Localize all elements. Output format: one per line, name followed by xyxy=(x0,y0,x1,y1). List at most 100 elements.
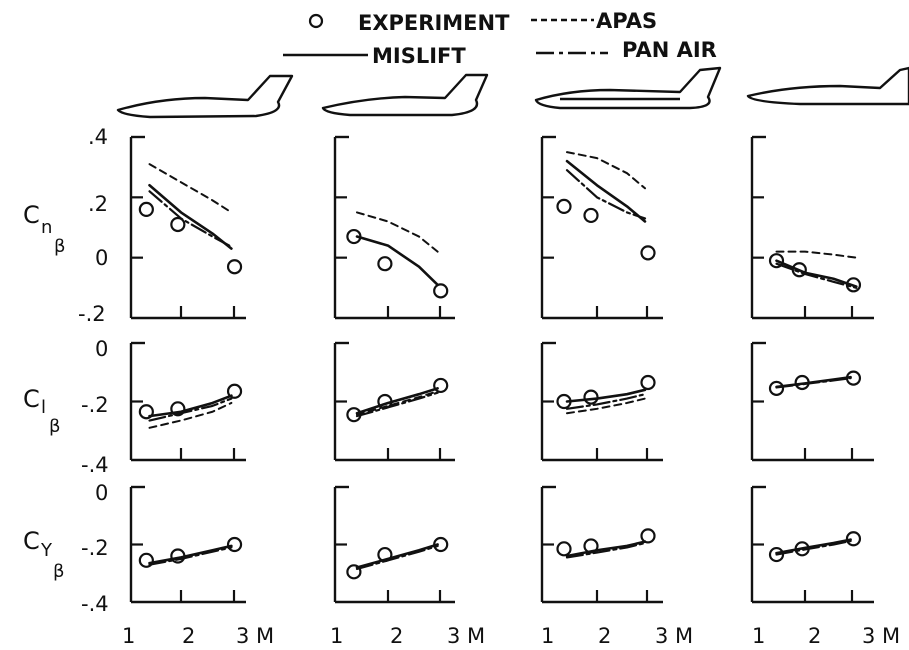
data-point-experiment xyxy=(138,201,154,217)
series-line-apas xyxy=(148,163,233,214)
x-unit-label: M xyxy=(675,624,693,648)
panel-cl-2 xyxy=(333,341,455,462)
x-tick-label: 3 xyxy=(447,624,460,648)
row-labels: C n β C l β C Y β xyxy=(23,201,66,582)
y-tick-label: 0 xyxy=(95,246,108,270)
y-tick-label: 0 xyxy=(95,481,108,505)
legend-experiment-marker xyxy=(308,13,324,29)
data-point-experiment xyxy=(138,552,154,568)
x-unit-label: M xyxy=(882,624,900,648)
data-point-experiment xyxy=(226,383,243,399)
series-line-mislift xyxy=(565,540,647,558)
data-point-experiment xyxy=(768,253,785,269)
series-line-pan-air xyxy=(565,169,647,220)
data-point-experiment xyxy=(556,198,572,214)
x-tick-label: 3 xyxy=(862,624,875,648)
series-line-apas xyxy=(356,390,439,416)
svg-text:β: β xyxy=(53,561,65,582)
row-label-cn-beta: C n β xyxy=(23,201,66,257)
svg-text:C: C xyxy=(23,385,40,413)
data-point-experiment xyxy=(226,259,243,275)
series-line-pan-air xyxy=(565,393,647,410)
data-point-experiment xyxy=(845,531,862,547)
x-tick-label: 3 xyxy=(655,624,668,648)
x-tick-label: 2 xyxy=(182,624,195,648)
data-point-experiment xyxy=(583,207,599,224)
panel-cn-1 xyxy=(129,135,246,320)
x-tick-label: 1 xyxy=(752,624,765,648)
svg-text:C: C xyxy=(23,201,40,229)
series-line-pan-air xyxy=(355,391,439,418)
series-line-mislift xyxy=(355,543,439,569)
legend-mislift-label: MISLIFT xyxy=(372,44,466,68)
legend-experiment-label: EXPERIMENT xyxy=(358,11,510,35)
series-line-pan-air xyxy=(775,262,858,289)
series-line-apas xyxy=(775,250,858,259)
x-tick-label: 2 xyxy=(808,624,821,648)
y-tick-label: -.2 xyxy=(81,536,109,560)
data-point-experiment xyxy=(768,380,785,396)
panel-cl-3 xyxy=(540,341,663,462)
svg-text:β: β xyxy=(54,236,66,257)
series-line-pan-air xyxy=(775,377,852,389)
series-line-mislift xyxy=(148,544,233,565)
series-line-mislift xyxy=(775,538,852,555)
aircraft-icon xyxy=(321,73,489,117)
data-point-experiment xyxy=(768,546,785,563)
y-tick-label: -.2 xyxy=(78,302,106,326)
panel-cn-2 xyxy=(333,135,455,320)
series-line-pan-air xyxy=(565,541,647,559)
data-point-experiment xyxy=(346,564,362,580)
data-point-experiment xyxy=(433,283,449,299)
legend-panair-label: PAN AIR xyxy=(622,38,717,62)
data-point-experiment xyxy=(226,536,243,553)
data-point-experiment xyxy=(640,528,656,544)
panels xyxy=(129,135,874,604)
aircraft-icon xyxy=(534,66,722,110)
legend-apas-label: APAS xyxy=(596,9,657,33)
panel-cy-4 xyxy=(750,485,874,604)
svg-text:n: n xyxy=(41,217,52,238)
series-line-pan-air xyxy=(148,546,233,566)
panel-cy-2 xyxy=(333,485,455,604)
x-tick-label: 1 xyxy=(541,624,554,648)
data-point-experiment xyxy=(640,245,656,261)
y-tick-labels: .4 .2 0 -.2 0 -.2 -.4 0 -.2 -.4 xyxy=(78,125,109,616)
x-tick-label: 2 xyxy=(598,624,611,648)
data-point-experiment xyxy=(377,256,393,272)
configuration-sketches xyxy=(116,66,909,119)
data-point-experiment xyxy=(640,374,656,391)
aircraft-icon xyxy=(116,74,294,119)
series-line-apas xyxy=(566,151,646,190)
svg-text:C: C xyxy=(23,527,40,555)
panel-cl-1 xyxy=(129,341,246,462)
data-point-experiment xyxy=(170,216,186,233)
x-tick-labels: 1 2 3 M 1 2 3 M 1 2 3 M 1 2 3 M xyxy=(122,624,900,648)
series-line-mislift xyxy=(148,394,233,418)
y-tick-label: .4 xyxy=(88,125,108,149)
panel-cy-3 xyxy=(540,485,663,604)
x-tick-label: 1 xyxy=(122,624,135,648)
svg-text:l: l xyxy=(41,397,46,418)
row-label-cy-beta: C Y β xyxy=(23,527,65,582)
series-line-mislift xyxy=(565,159,647,223)
legend: EXPERIMENT APAS MISLIFT PAN AIR xyxy=(283,9,717,68)
series-line-pan-air xyxy=(148,397,233,422)
svg-text:β: β xyxy=(49,416,61,437)
y-tick-label: -.2 xyxy=(81,393,109,417)
x-unit-label: M xyxy=(256,624,274,648)
series-line-apas xyxy=(356,211,439,253)
y-tick-label: 0 xyxy=(95,337,108,361)
series-line-mislift xyxy=(355,387,439,415)
data-point-experiment xyxy=(433,377,449,394)
y-tick-label: .2 xyxy=(88,192,108,216)
x-tick-label: 3 xyxy=(236,624,249,648)
svg-text:Y: Y xyxy=(40,540,53,561)
series-line-mislift xyxy=(565,388,647,403)
data-point-experiment xyxy=(556,541,572,557)
data-point-experiment xyxy=(583,389,599,405)
series-line-pan-air xyxy=(775,539,852,556)
series-line-pan-air xyxy=(355,544,439,571)
panel-cl-4 xyxy=(750,341,874,462)
panel-cn-3 xyxy=(540,135,663,320)
